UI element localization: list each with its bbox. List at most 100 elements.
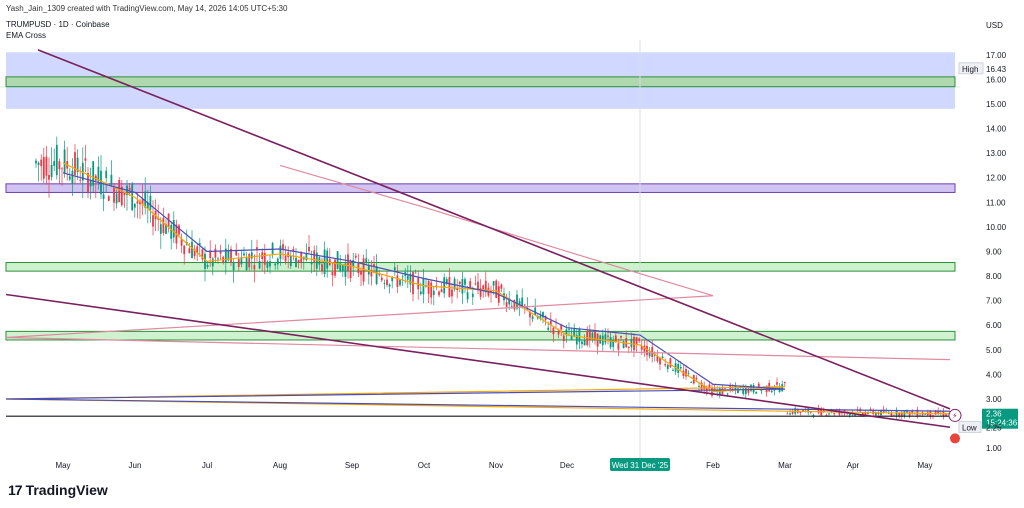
candle-body	[612, 340, 615, 347]
chart-attribution: Yash_Jain_1309 created with TradingView.…	[6, 4, 288, 13]
y-tick-label: 17.00	[986, 51, 1007, 60]
candle-body	[396, 275, 399, 287]
candle-body	[913, 413, 916, 415]
candle-body	[45, 156, 48, 176]
y-tick-label: 16.00	[986, 75, 1007, 84]
candle-body	[414, 272, 417, 274]
currency-label: USD	[986, 21, 1003, 30]
high-label-box	[958, 62, 984, 75]
candle-body	[755, 391, 758, 394]
candle-body	[97, 166, 100, 182]
candle-body	[882, 409, 885, 414]
candle-body	[370, 270, 373, 277]
y-tick-label: 3.00	[986, 395, 1002, 404]
price-zone	[5, 330, 956, 341]
candle-body	[237, 259, 240, 267]
candle-body	[445, 279, 448, 284]
x-tick-label: May	[917, 461, 932, 470]
candle-body	[393, 267, 396, 270]
candle-body	[627, 346, 630, 348]
y-tick-label: 12.00	[986, 174, 1007, 183]
y-tick-label: 11.00	[986, 198, 1006, 207]
candle-body	[178, 225, 180, 235]
candle-body	[750, 384, 752, 391]
candle-body	[430, 282, 433, 298]
candle-body	[643, 345, 646, 352]
candle-body	[118, 179, 121, 203]
candle-body	[313, 250, 316, 262]
low-value: 2.25	[986, 423, 1002, 432]
candle-body	[549, 320, 552, 326]
candle-body	[321, 264, 323, 272]
candle-body	[391, 276, 394, 282]
y-tick-label: 6.00	[986, 321, 1002, 330]
candle-body	[776, 382, 778, 385]
candle-body	[614, 335, 617, 343]
candle-body	[711, 388, 713, 396]
candle-body	[347, 254, 349, 271]
candle-body	[539, 315, 542, 319]
candle-body	[630, 339, 633, 348]
candle-body	[742, 388, 745, 394]
y-tick-label: 8.00	[986, 272, 1002, 281]
x-tick-label: Sep	[345, 461, 360, 470]
candle-body	[531, 316, 534, 319]
candle-body	[594, 330, 596, 341]
symbol-title[interactable]: TRUMPUSD · 1D · Coinbase	[6, 20, 110, 29]
candle-body	[638, 338, 641, 341]
candle-body	[141, 198, 144, 205]
x-tick-label: Nov	[489, 461, 503, 470]
candle-body	[248, 253, 251, 268]
x-tick-label: Aug	[273, 461, 287, 470]
candle-body	[37, 162, 40, 166]
candle-body	[378, 274, 381, 276]
candle-body	[123, 193, 126, 196]
candle-body	[661, 356, 664, 359]
candle-body	[521, 297, 524, 308]
x-tick-label: Jul	[202, 461, 212, 470]
candle-body	[664, 364, 667, 366]
candle-body	[188, 248, 191, 254]
candle-body	[58, 161, 61, 170]
candle-body	[817, 408, 820, 413]
candle-body	[510, 305, 513, 307]
candle-body	[708, 384, 711, 389]
candle-body	[508, 298, 511, 305]
candle-body	[833, 413, 836, 415]
candle-body	[451, 289, 453, 297]
candle-body	[469, 281, 472, 288]
candle-body	[152, 215, 154, 227]
candle-body	[115, 193, 118, 204]
candle-body	[448, 277, 451, 297]
candle-body	[471, 293, 474, 298]
candle-body	[783, 381, 786, 384]
candle-body	[937, 410, 940, 414]
candle-body	[292, 248, 295, 252]
candle-body	[295, 257, 297, 267]
candle-body	[828, 413, 830, 415]
candle-body	[68, 176, 71, 180]
candle-body	[74, 152, 76, 176]
candle-body	[243, 253, 245, 256]
candle-body	[562, 335, 565, 342]
candle-body	[622, 341, 625, 349]
candle-body	[812, 415, 815, 416]
candle-body	[263, 252, 266, 265]
candle-body	[341, 265, 344, 271]
candle-body	[48, 174, 50, 180]
candle-body	[310, 262, 313, 265]
candle-body	[583, 340, 586, 346]
candle-body	[809, 412, 812, 413]
candle-body	[35, 160, 37, 164]
indicator-label[interactable]: EMA Cross	[6, 31, 47, 40]
candle-body	[560, 324, 563, 330]
candle-body	[253, 265, 256, 270]
y-tick-label: 13.00	[986, 149, 1007, 158]
x-tick-label: Dec	[560, 461, 574, 470]
candle-body	[419, 291, 422, 295]
candle-body	[900, 412, 903, 417]
candle-body	[700, 382, 703, 390]
candle-body	[139, 200, 141, 205]
price-chart[interactable]: USD 17.00 16.00 15.00 14.00 13.00 12.00 11.00 10…	[0, 0, 1024, 480]
candle-body	[336, 251, 339, 269]
